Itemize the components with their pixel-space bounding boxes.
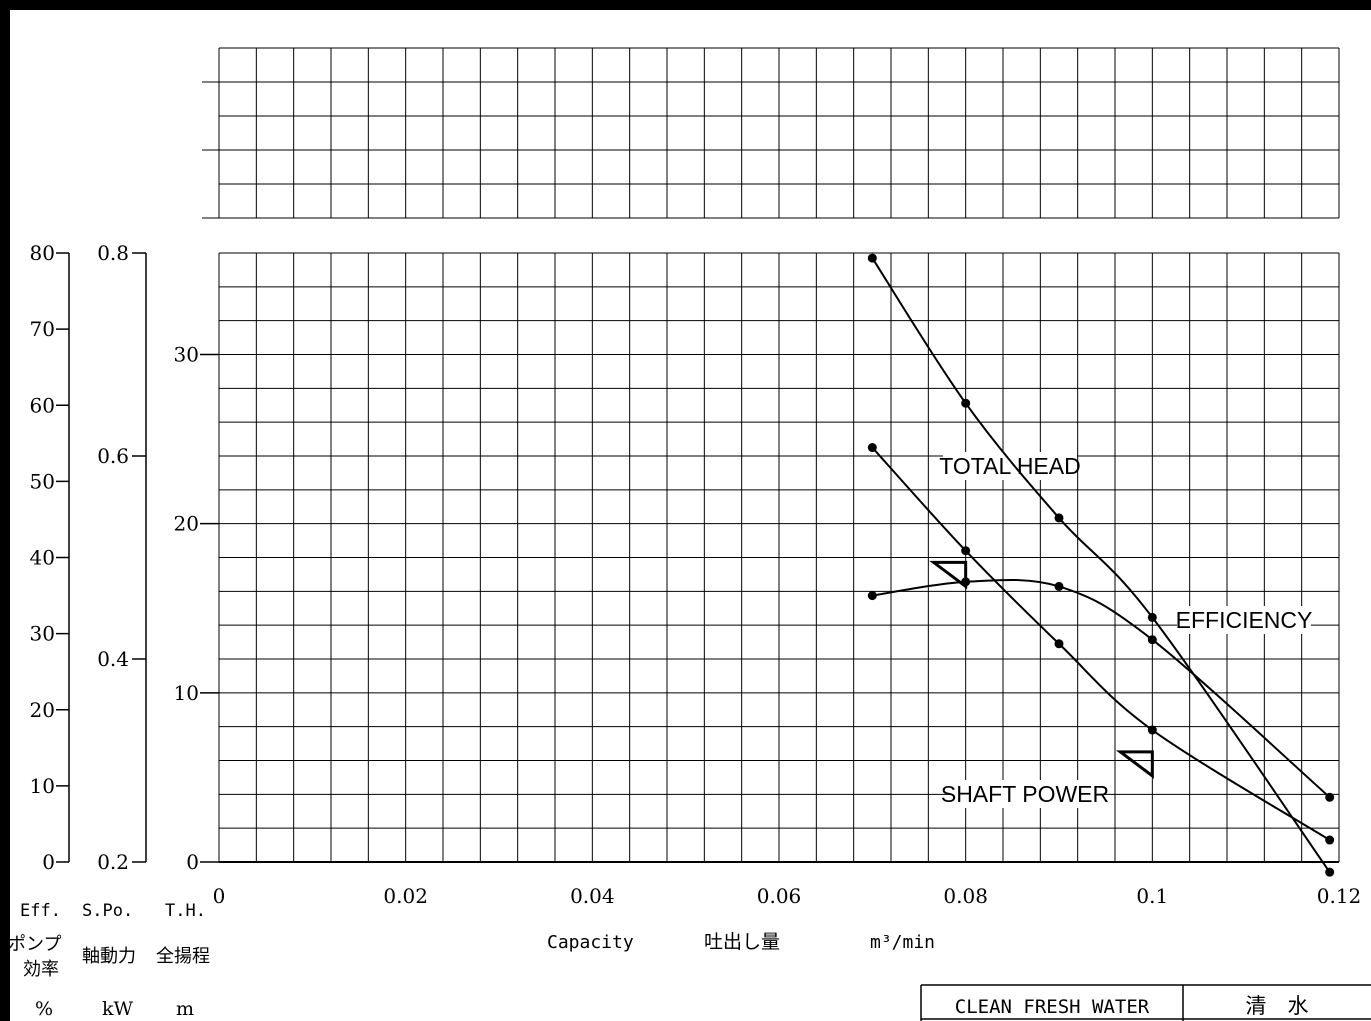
head-tick-label: 20 bbox=[174, 512, 199, 536]
head-tick-label: 10 bbox=[174, 681, 199, 705]
total-head-label: TOTAL HEAD bbox=[939, 453, 1080, 479]
efficiency-axis-abbr: Eff. bbox=[20, 901, 61, 921]
total-head-point bbox=[1147, 725, 1157, 735]
capacity-label-jp: 吐出し量 bbox=[704, 931, 780, 953]
power-tick-label: 0.4 bbox=[97, 647, 129, 671]
shaft-power-axis: 0.2 0.4 0.6 0.8 bbox=[97, 241, 147, 874]
total-head-curve bbox=[871, 446, 1331, 841]
efficiency-tick-label: 80 bbox=[30, 241, 55, 265]
efficiency-tick-label: 60 bbox=[30, 393, 55, 417]
efficiency-tick-label: 20 bbox=[30, 698, 55, 722]
capacity-tick-label: 0.06 bbox=[757, 884, 802, 908]
efficiency-curve bbox=[872, 578, 1331, 799]
efficiency-tick-label: 30 bbox=[30, 622, 55, 646]
efficiency-axis-unit: % bbox=[35, 998, 53, 1020]
capacity-tick-label: 0.1 bbox=[1136, 884, 1168, 908]
curves-layer: TOTAL HEAD EFFICIENCY SHAFT POWER bbox=[867, 253, 1335, 877]
power-axis-jp: 軸動力 bbox=[82, 946, 136, 967]
shaft-power-curve bbox=[871, 257, 1331, 873]
efficiency-label-bg bbox=[1177, 606, 1311, 634]
capacity-tick-label: 0.12 bbox=[1317, 884, 1362, 908]
head-axis-jp: 全揚程 bbox=[156, 946, 210, 967]
power-axis-abbr: S.Po. bbox=[82, 901, 133, 921]
main-grid-panel bbox=[218, 252, 1340, 863]
efficiency-tick-label: 10 bbox=[30, 774, 55, 798]
efficiency-axis-jp-line2: 効率 bbox=[23, 959, 59, 980]
total-head-point bbox=[867, 443, 877, 453]
shaft-power-point bbox=[1325, 867, 1335, 877]
liquid-label-jp: 清 水 bbox=[1246, 994, 1309, 1018]
efficiency-tick-label: 50 bbox=[30, 469, 55, 493]
shaft-power-label: SHAFT POWER bbox=[941, 781, 1109, 807]
head-tick-label: 0 bbox=[186, 850, 199, 874]
efficiency-point bbox=[1325, 792, 1335, 802]
liquid-box bbox=[920, 984, 1371, 1021]
capacity-axis: 0 0.02 0.04 0.06 0.08 0.1 0.12 bbox=[213, 884, 1362, 908]
efficiency-point bbox=[1054, 581, 1064, 591]
shaft-power-point bbox=[1147, 612, 1157, 622]
power-tick-label: 0.8 bbox=[97, 241, 129, 265]
total-head-label-bg bbox=[943, 452, 1077, 480]
shaft-power-point bbox=[867, 253, 877, 263]
shaft-power-point bbox=[1054, 513, 1064, 523]
efficiency-axis-jp-line1: ポンプ bbox=[8, 934, 61, 955]
operating-point-marker bbox=[929, 560, 968, 590]
head-axis-abbr: T.H. bbox=[165, 901, 206, 921]
efficiency-tick-label: 70 bbox=[30, 317, 55, 341]
power-tick-label: 0.6 bbox=[97, 444, 129, 468]
capacity-tick-label: 0.02 bbox=[383, 884, 428, 908]
capacity-tick-label: 0.04 bbox=[570, 884, 615, 908]
efficiency-label: EFFICIENCY bbox=[1176, 607, 1313, 633]
shaft-power-label-bg bbox=[951, 780, 1099, 808]
shaft-power-point bbox=[961, 398, 971, 408]
capacity-tick-label: 0.08 bbox=[943, 884, 988, 908]
power-tick-label: 0.2 bbox=[97, 850, 129, 874]
efficiency-tick-label: 0 bbox=[42, 850, 55, 874]
total-head-point bbox=[1325, 835, 1335, 845]
liquid-label-en: CLEAN FRESH WATER bbox=[955, 996, 1150, 1018]
total-head-point bbox=[961, 546, 971, 556]
total-head-point bbox=[1054, 639, 1064, 649]
efficiency-tick-label: 40 bbox=[30, 546, 55, 570]
capacity-label-en: Capacity bbox=[547, 932, 634, 953]
efficiency-point bbox=[867, 591, 877, 601]
capacity-tick-label: 0 bbox=[213, 884, 226, 908]
upper-grid-panel bbox=[202, 47, 1340, 219]
total-head-axis: 0 10 20 30 bbox=[174, 343, 219, 874]
head-axis-unit: m bbox=[176, 998, 194, 1020]
head-tick-label: 30 bbox=[174, 343, 199, 367]
power-axis-unit: kW bbox=[102, 998, 134, 1020]
operating-point-marker bbox=[1115, 750, 1154, 779]
efficiency-point bbox=[1147, 635, 1157, 645]
efficiency-axis: 0 10 20 30 40 50 60 70 80 bbox=[30, 241, 70, 874]
capacity-unit: m³/min bbox=[870, 932, 935, 953]
